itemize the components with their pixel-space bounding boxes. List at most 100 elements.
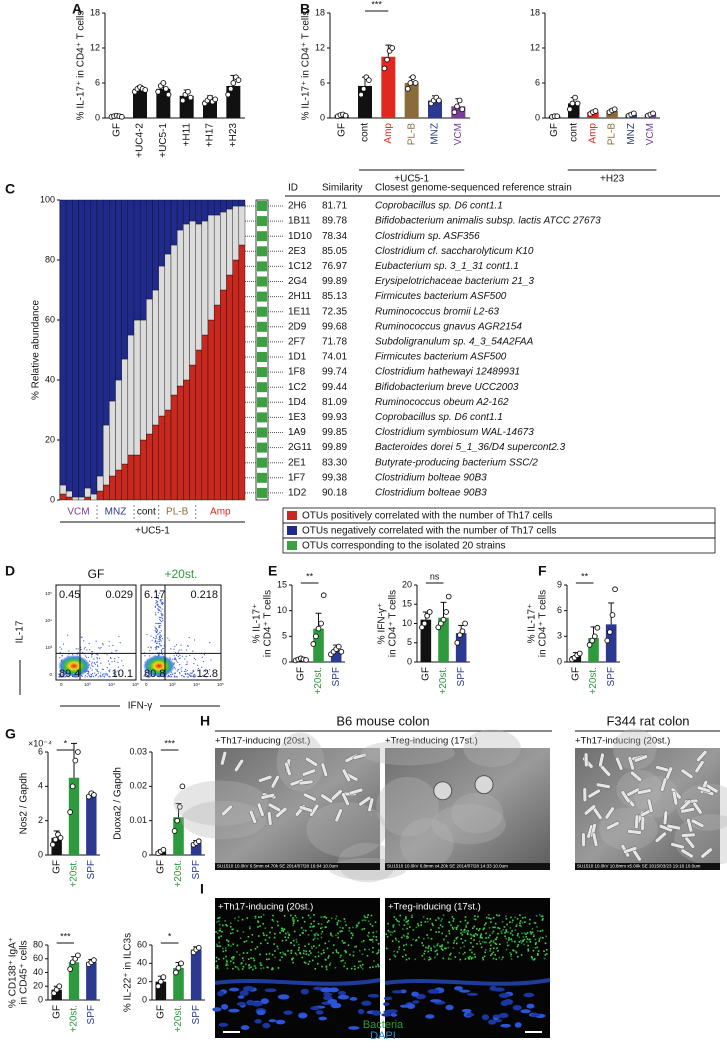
bacteria-signal — [356, 925, 359, 927]
flow-tick: 10⁴ — [45, 618, 52, 623]
flow-event — [98, 657, 101, 659]
bacteria-signal — [217, 967, 219, 970]
bacteria-signal — [479, 934, 482, 937]
bacteria-signal — [320, 953, 323, 955]
bacteria-signal — [218, 916, 221, 919]
bacterium — [696, 750, 708, 762]
bacteria-signal — [482, 928, 485, 931]
flow-event — [114, 658, 116, 660]
bacteria-signal — [401, 936, 403, 939]
bacteria-signal — [544, 942, 547, 945]
bacteria-signal — [335, 949, 338, 951]
bacteria-signal — [375, 939, 378, 941]
bacteria-signal — [496, 936, 498, 939]
x-tick-label: GF — [295, 667, 306, 681]
bacteria-signal — [490, 940, 492, 942]
bacteria-signal — [242, 965, 245, 968]
bacteria-signal — [324, 926, 327, 929]
bacteria-signal — [302, 952, 305, 955]
bacteria-signal — [501, 958, 503, 961]
table-cell: 1D1 — [288, 352, 307, 363]
flow-event — [108, 670, 110, 672]
bacteria-signal — [448, 930, 450, 932]
bacteria-signal — [321, 930, 324, 933]
flow-event — [209, 642, 211, 644]
flow-event — [173, 655, 175, 657]
bacteria-signal — [293, 930, 296, 933]
sem-fold — [451, 792, 504, 834]
data-point — [592, 108, 599, 114]
data-point — [75, 952, 81, 959]
bacteria-signal — [312, 925, 315, 928]
flow-event — [113, 660, 116, 662]
bacteria-signal — [310, 929, 313, 932]
bacteria-signal — [394, 937, 397, 940]
flow-event — [115, 650, 117, 652]
flow-event — [104, 674, 106, 676]
bacteria-signal — [265, 958, 268, 961]
bar — [68, 777, 80, 855]
bacteria-signal — [216, 932, 219, 935]
flow-event — [60, 648, 63, 650]
flow-event — [154, 605, 156, 607]
bacteria-signal — [260, 967, 262, 970]
bacteria-signal — [369, 923, 372, 925]
flow-event — [93, 658, 95, 660]
bacteria-signal — [347, 944, 350, 947]
bacteria-signal — [539, 914, 541, 916]
bacteria-signal — [394, 955, 397, 958]
stain-label: Bacteria — [363, 1019, 404, 1031]
bacteria-signal — [337, 919, 340, 922]
bacteria-signal — [219, 945, 221, 947]
flow-event — [158, 633, 160, 635]
dapi-nucleus — [228, 1008, 240, 1013]
table-cell: Firmicutes bacterium ASF500 — [375, 352, 507, 363]
stack-segment — [183, 223, 190, 381]
bacteria-signal — [377, 963, 379, 966]
bacteria-signal — [224, 919, 226, 922]
flow-event — [162, 620, 164, 622]
flow-event — [180, 668, 182, 670]
stack-segment — [232, 199, 240, 207]
bacterium — [680, 768, 694, 779]
y-tick-label: 0 — [50, 494, 55, 504]
bacteria-signal — [466, 922, 469, 925]
flow-event — [98, 647, 100, 649]
bacterium — [220, 751, 227, 766]
sem-fold — [181, 800, 266, 840]
stack-segment — [201, 220, 209, 336]
bacteria-signal — [278, 959, 281, 962]
bacteria-signal — [485, 916, 488, 919]
bacteria-signal — [293, 919, 296, 921]
y-axis-label: % IL-22⁺ in ILC3s — [123, 933, 134, 1012]
bacterium — [358, 796, 371, 807]
bacteria-signal — [462, 931, 464, 933]
sem-image — [215, 748, 380, 870]
bacterium — [658, 824, 673, 833]
bacteria-signal — [405, 917, 407, 920]
bacteria-signal — [272, 920, 275, 922]
flow-event — [61, 655, 63, 657]
bacteria-signal — [231, 928, 234, 931]
bacteria-signal — [250, 966, 252, 968]
flow-event — [155, 614, 157, 616]
bacteria-signal — [442, 957, 445, 960]
bacteria-signal — [367, 914, 370, 916]
dapi-nucleus — [429, 999, 442, 1003]
bacteria-signal — [395, 939, 398, 941]
bacteria-signal — [266, 942, 269, 945]
bacteria-signal — [513, 940, 516, 943]
bacteria-signal — [370, 914, 373, 917]
dapi-nucleus — [367, 993, 380, 998]
flow-event — [89, 660, 91, 662]
bacteria-signal — [485, 922, 487, 924]
stack-segment — [220, 199, 227, 213]
bacteria-signal — [285, 939, 288, 941]
table-header: ID — [288, 183, 298, 194]
bacteria-signal — [361, 940, 363, 943]
flow-event — [91, 656, 93, 658]
bacteria-signal — [335, 915, 338, 918]
bacteria-signal — [524, 916, 527, 919]
bacteria-signal — [304, 945, 306, 947]
flow-event — [119, 642, 121, 644]
